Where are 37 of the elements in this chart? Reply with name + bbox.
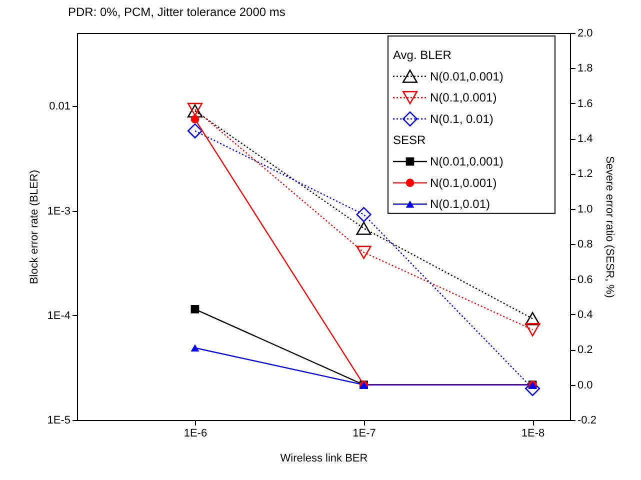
y2-tick-label: 1.6: [578, 98, 593, 110]
text: SESR: [393, 133, 426, 148]
y-tick-label: 0.01: [49, 100, 70, 113]
point: [525, 312, 540, 326]
x-tick-label: 1E-7: [352, 428, 376, 440]
y-tick-label: 1E-4: [47, 310, 70, 322]
x-axis-title: Wireless link BER: [280, 452, 368, 464]
y2-tick-label: 2.0: [578, 28, 593, 40]
y-tick-label: 1E-5: [47, 414, 70, 426]
y2-tick-label: 1.2: [578, 168, 593, 180]
legend-label: N(0.1, 0.01): [430, 112, 494, 126]
point: [356, 207, 372, 222]
y-axis-title: Block error rate (BLER): [28, 170, 40, 284]
y2-tick-label: 0.2: [578, 344, 593, 356]
point: [187, 123, 203, 138]
text: Avg. BLER: [393, 48, 452, 62]
y2-axis-title: Severe error ratio (SESR, %): [603, 156, 616, 298]
legend-label: N(0.1,0.001): [430, 90, 497, 105]
y2-tick-label: 0.8: [578, 238, 593, 251]
y2-tick-label: 0.4: [578, 308, 593, 321]
y2-tick-label: 1.8: [578, 62, 593, 75]
chart-title: PDR: 0%, PCM, Jitter tolerance 2000 ms: [68, 5, 286, 19]
y2-tick-label: -0.2: [578, 414, 596, 426]
y2-tick-label: 0.0: [578, 379, 593, 392]
point: [525, 323, 540, 336]
legend-label: N(0.1,0.001): [430, 176, 497, 190]
y-tick-label: 1E-3: [47, 205, 70, 218]
y2-tick-label: 1.4: [578, 133, 593, 146]
legend-label: N(0.01,0.001): [430, 69, 504, 84]
legend-label: N(0.01,0.001): [430, 154, 504, 168]
point: [356, 246, 372, 260]
point: [356, 222, 372, 235]
x-tick-label: 1E-8: [521, 428, 545, 440]
y2-tick-label: 1.0: [578, 203, 593, 216]
x-tick-label: 1E-6: [184, 428, 208, 440]
legend-label: N(0.1,0.01): [430, 197, 490, 212]
y2-tick-label: 0.6: [578, 274, 593, 286]
